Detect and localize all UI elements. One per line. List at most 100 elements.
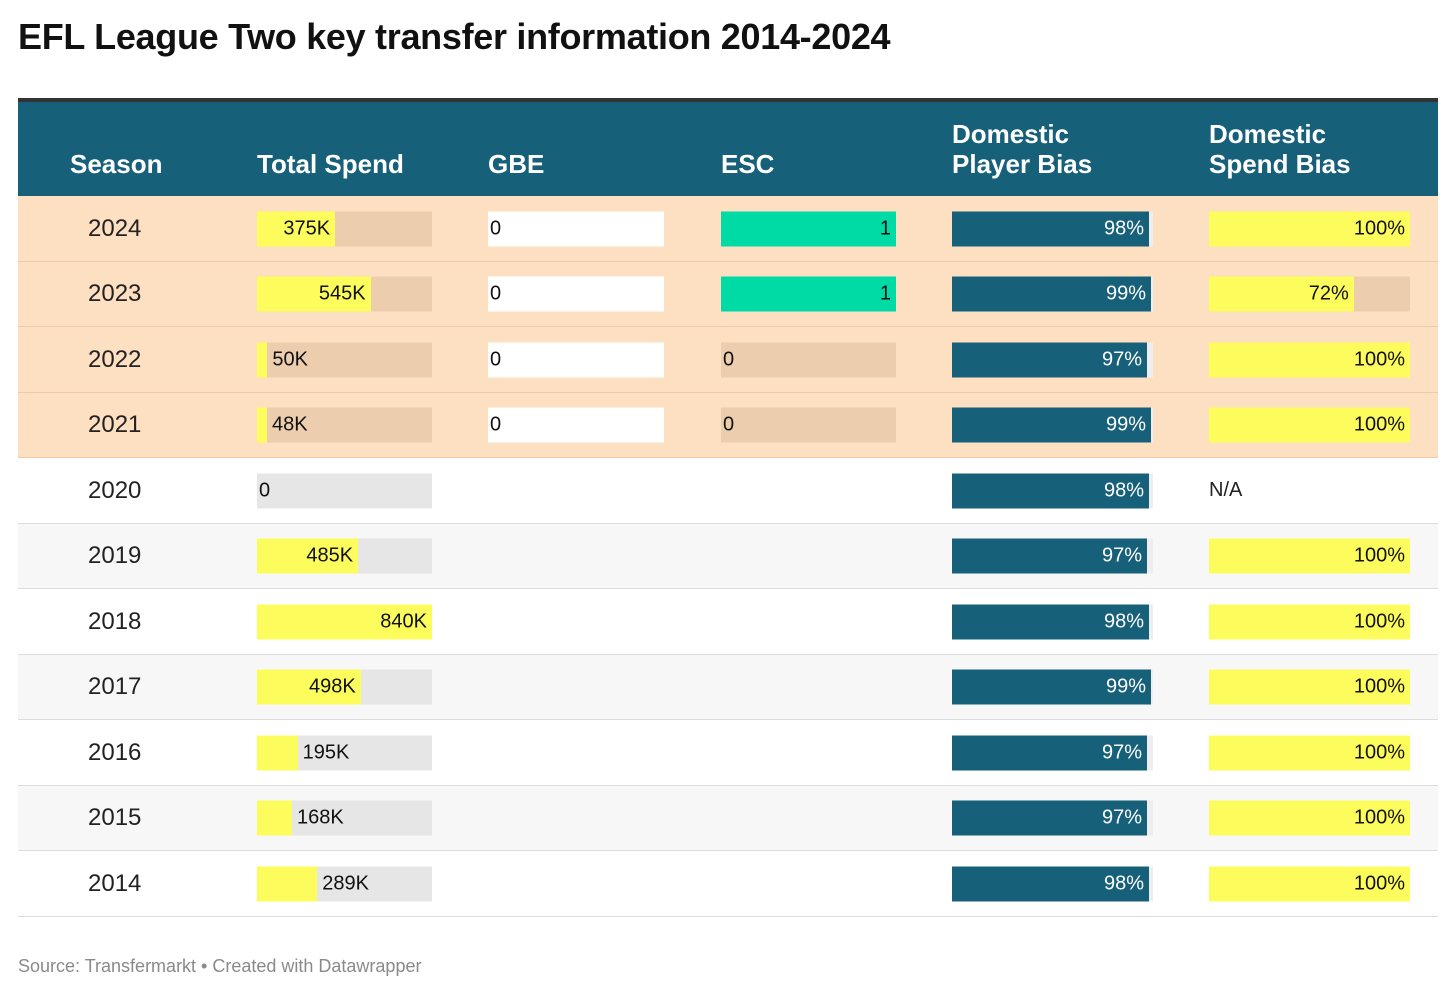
season-cell: 2015: [88, 804, 142, 831]
total-spend-bar-fill: [257, 276, 371, 312]
total-spend-bar: 289K: [257, 866, 432, 901]
domestic-spend-bias-bar-fill: [1209, 604, 1410, 639]
total-spend-bar-fill: [257, 735, 298, 770]
season-cell: 2016: [88, 738, 142, 766]
gbe-bar: 0: [488, 276, 664, 312]
table-row: 2020 0 98% N/A: [18, 458, 1438, 524]
total-spend-bar: 375K: [257, 211, 432, 246]
gbe-bar-label: 0: [490, 413, 502, 436]
domestic-spend-bias-bar-label: 100%: [1353, 544, 1405, 567]
total-spend-bar-fill: [257, 407, 267, 443]
domestic-player-bias-bar: 98%: [952, 866, 1153, 901]
esc-bar-label: 1: [879, 217, 891, 239]
header-label-line: Domestic: [952, 118, 1070, 149]
source-note: Source: Transfermarkt • Created with Dat…: [18, 956, 422, 976]
domestic-player-bias-bar: 99%: [952, 669, 1153, 705]
season-cell: 2018: [88, 607, 142, 635]
domestic-spend-bias-bar: 100%: [1209, 669, 1410, 705]
gbe-bar: 0: [488, 211, 664, 246]
domestic-player-bias-bar-label: 97%: [1101, 348, 1142, 370]
header-label-line: ESC: [721, 149, 775, 180]
domestic-spend-bias-bar-label: 100%: [1353, 413, 1405, 436]
table-row: 2014 289K 98% 100%: [18, 851, 1438, 917]
domestic-player-bias-bar: 97%: [952, 342, 1153, 377]
domestic-spend-bias-bar-label: 100%: [1353, 806, 1405, 829]
gbe-bar: 0: [488, 342, 664, 377]
domestic-spend-bias-bar: 100%: [1209, 800, 1410, 836]
table-row: 2022 50K 0 0 97% 100%: [18, 327, 1438, 393]
domestic-spend-bias-na: N/A: [1209, 479, 1243, 501]
gbe-bar-label: 0: [490, 348, 502, 370]
domestic-spend-bias-bar-label: 100%: [1353, 217, 1405, 239]
total-spend-bar: 168K: [257, 800, 432, 836]
domestic-spend-bias-bar: 100%: [1209, 407, 1410, 443]
domestic-player-bias-bar-fill: [952, 866, 1149, 901]
total-spend-bar-label: 498K: [309, 675, 356, 698]
domestic-player-bias-bar-fill: [952, 800, 1147, 836]
header-label-line: Player Bias: [952, 149, 1093, 180]
table-row: 2017 498K 99% 100%: [18, 655, 1438, 720]
total-spend-bar: 485K: [257, 538, 432, 574]
total-spend-bar-label: 840K: [380, 610, 427, 632]
total-spend-bar-label: 289K: [322, 872, 369, 894]
total-spend-bar-label: 0: [259, 479, 271, 501]
domestic-player-bias-bar-fill: [952, 735, 1147, 770]
header-label-line: Spend Bias: [1209, 149, 1351, 180]
domestic-spend-bias-bar: 100%: [1209, 866, 1410, 901]
domestic-spend-bias-bar: 100%: [1209, 342, 1410, 377]
domestic-player-bias-bar-label: 99%: [1105, 282, 1146, 305]
total-spend-bar-label: 545K: [318, 282, 366, 305]
total-spend-bar-fill: [257, 342, 268, 377]
total-spend-bar: 48K: [257, 407, 432, 443]
esc-bar-label: 0: [723, 413, 735, 436]
esc-bar: 0: [721, 342, 896, 377]
domestic-player-bias-bar-label: 97%: [1101, 741, 1142, 763]
domestic-player-bias-bar-label: 99%: [1105, 675, 1146, 698]
esc-bar: 0: [721, 407, 896, 443]
header-label-line: Total Spend: [257, 149, 404, 180]
domestic-spend-bias-bar-fill: [1209, 538, 1410, 574]
domestic-spend-bias-bar-label: 100%: [1353, 348, 1405, 370]
gbe-bar-label: 0: [490, 282, 502, 305]
domestic-spend-bias-bar: 100%: [1209, 604, 1410, 639]
domestic-player-bias-bar-fill: [952, 473, 1149, 508]
domestic-player-bias-bar-fill: [952, 669, 1151, 705]
domestic-spend-bias-bar-fill: [1209, 866, 1410, 901]
header-gbe: GBE: [488, 149, 544, 180]
season-cell: 2022: [88, 345, 142, 373]
season-cell: 2014: [88, 869, 142, 897]
total-spend-bar: 50K: [257, 342, 432, 377]
total-spend-bar-label: 485K: [306, 544, 354, 567]
transfer-table: Season Total Spend GBE ESC Domestic Player Bi…: [18, 98, 1438, 917]
total-spend-bar: 545K: [257, 276, 432, 312]
domestic-player-bias-bar: 97%: [952, 735, 1153, 770]
domestic-player-bias-bar-fill: [952, 211, 1149, 246]
total-spend-bar: 0: [257, 473, 432, 508]
table-header: Season Total Spend GBE ESC Domestic Player Bi…: [18, 102, 1438, 196]
domestic-player-bias-bar-label: 98%: [1103, 217, 1144, 239]
domestic-spend-bias-bar-fill: [1209, 669, 1410, 705]
domestic-spend-bias-bar: 100%: [1209, 211, 1410, 246]
domestic-spend-bias-bar-fill: [1209, 276, 1354, 312]
total-spend-bar-label: 50K: [272, 348, 308, 370]
domestic-spend-bias-bar-fill: [1209, 342, 1410, 377]
esc-bar-label: 0: [723, 348, 735, 370]
domestic-player-bias-bar-label: 98%: [1103, 479, 1144, 501]
total-spend-bar-fill: [257, 800, 292, 836]
table-body: 2024 375K 0 1 98% 100% 2023 545K 0 1 99% 72% 2022 50K…: [18, 196, 1438, 917]
gbe-bar: 0: [488, 407, 664, 443]
domestic-player-bias-bar-label: 99%: [1105, 413, 1146, 436]
total-spend-bar-fill: [257, 604, 432, 639]
domestic-player-bias-bar: 98%: [952, 211, 1153, 246]
table-row: 2015 168K 97% 100%: [18, 786, 1438, 851]
header-total-spend: Total Spend: [257, 149, 404, 180]
esc-bar: 1: [721, 211, 896, 246]
header-label-line: Domestic: [1209, 118, 1327, 149]
header-domestic-spend-bias: Domestic Spend Bias: [1209, 119, 1351, 180]
domestic-player-bias-bar: 99%: [952, 276, 1153, 312]
season-cell: 2024: [88, 214, 142, 242]
domestic-spend-bias-bar-label: 100%: [1353, 872, 1405, 894]
domestic-player-bias-bar-label: 98%: [1103, 610, 1144, 632]
total-spend-bar: 195K: [257, 735, 432, 770]
domestic-player-bias-bar-fill: [952, 276, 1151, 312]
